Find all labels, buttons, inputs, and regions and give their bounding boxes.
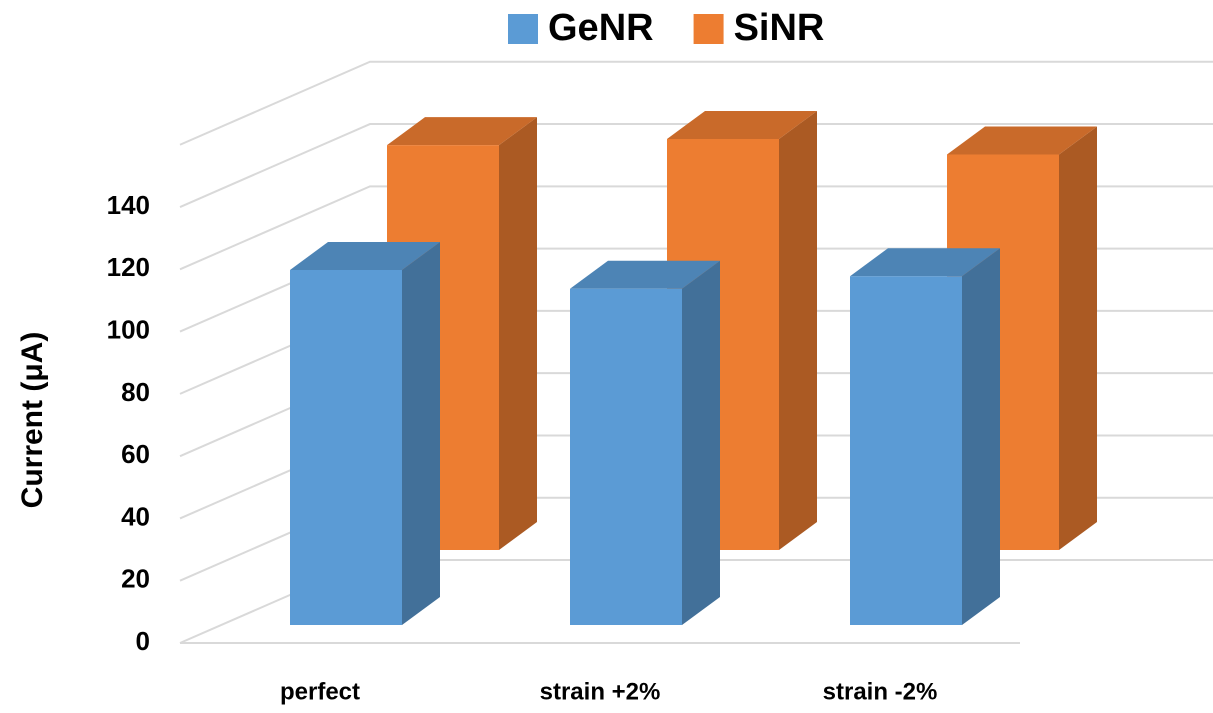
y-tick-label: 80 xyxy=(121,377,150,407)
y-tick-label: 60 xyxy=(121,439,150,469)
bar-face xyxy=(947,126,1097,155)
y-tick-label: 140 xyxy=(107,190,150,220)
legend-label: GeNR xyxy=(548,7,654,49)
y-tick-label: 100 xyxy=(107,314,150,344)
bar xyxy=(570,260,720,625)
grid-line xyxy=(179,60,1213,146)
bar-face xyxy=(1059,126,1097,550)
bar-face xyxy=(387,117,537,146)
legend-label: SiNR xyxy=(734,7,825,49)
y-tick-label: 0 xyxy=(136,626,150,656)
bar-face xyxy=(402,242,440,625)
bar-face xyxy=(499,117,537,551)
x-tick-label: strain -2% xyxy=(823,678,938,705)
y-axis-label: Current (μA) xyxy=(16,332,49,509)
legend-swatch xyxy=(508,14,538,44)
bar-face xyxy=(570,260,720,289)
bar-face xyxy=(850,276,962,625)
bar-face xyxy=(570,288,682,625)
y-tick-label: 20 xyxy=(121,564,150,594)
bar-face xyxy=(290,270,402,625)
x-tick-label: perfect xyxy=(280,678,360,705)
legend-swatch xyxy=(693,14,724,44)
bar-face xyxy=(667,110,817,139)
grid-line xyxy=(179,123,1213,208)
bar-face xyxy=(682,260,720,625)
y-tick-label: 40 xyxy=(121,501,150,531)
y-tick-label: 120 xyxy=(107,252,150,282)
bar-face xyxy=(850,248,1000,277)
bar xyxy=(290,242,440,625)
bar-face xyxy=(779,110,817,551)
bar-face xyxy=(290,242,440,271)
bar-face xyxy=(962,248,1000,625)
bar xyxy=(850,248,1000,625)
grid-line xyxy=(179,185,1213,271)
x-tick-label: strain +2% xyxy=(540,678,661,705)
